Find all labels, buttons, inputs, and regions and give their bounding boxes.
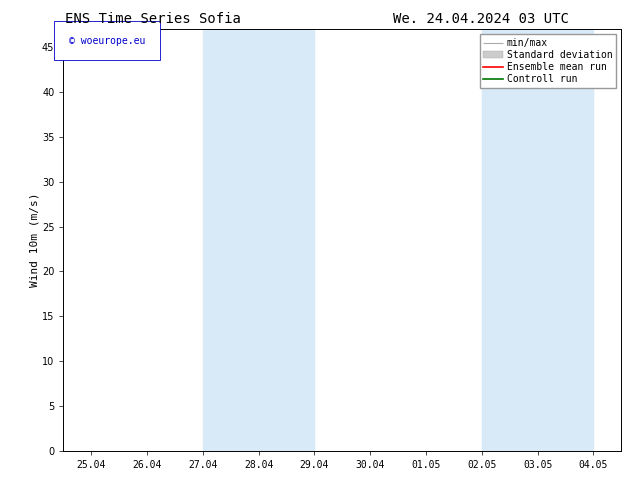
Text: We. 24.04.2024 03 UTC: We. 24.04.2024 03 UTC [393,12,569,26]
Bar [482,29,593,451]
Legend: min/max, Standard deviation, Ensemble mean run, Controll run: min/max, Standard deviation, Ensemble me… [479,34,616,88]
Text: © woeurope.eu: © woeurope.eu [69,36,145,46]
Text: ENS Time Series Sofia: ENS Time Series Sofia [65,12,241,26]
Y-axis label: Wind 10m (m/s): Wind 10m (m/s) [29,193,39,287]
Bar [203,29,314,451]
